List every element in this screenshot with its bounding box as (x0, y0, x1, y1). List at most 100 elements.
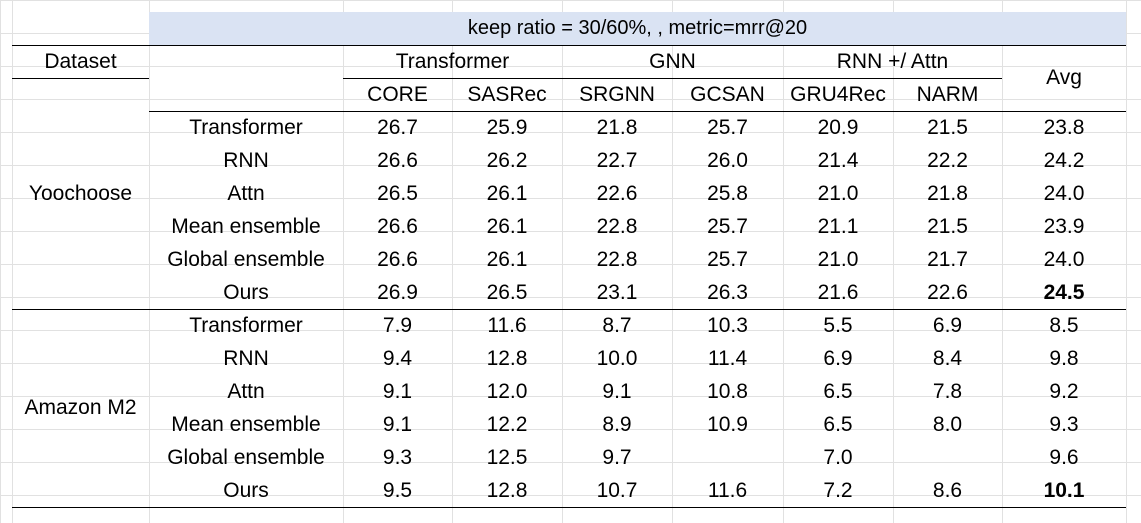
value-cell[interactable]: 9.1 (602, 379, 632, 403)
value-cell[interactable]: 5.5 (823, 313, 853, 337)
group-header-transformer[interactable]: Transformer (395, 49, 510, 73)
method-label[interactable]: RNN (223, 346, 269, 370)
value-cell[interactable]: 21.4 (817, 148, 859, 172)
value-cell[interactable]: 21.7 (927, 247, 968, 271)
value-cell[interactable]: 26.3 (707, 280, 748, 304)
value-cell[interactable]: 9.5 (382, 478, 413, 502)
method-label[interactable]: Mean ensemble (171, 214, 321, 238)
method-label[interactable]: Transformer (189, 115, 303, 139)
value-cell[interactable]: 6.9 (932, 313, 963, 337)
value-cell[interactable]: 26.6 (377, 214, 418, 238)
value-cell[interactable]: 7.2 (823, 478, 853, 502)
method-label[interactable]: Ours (223, 478, 269, 502)
value-cell[interactable]: 10.0 (596, 346, 638, 370)
value-cell[interactable]: 22.2 (927, 148, 968, 172)
method-label[interactable]: Attn (227, 181, 265, 205)
avg-cell[interactable]: 8.5 (1049, 313, 1079, 337)
dataset-name[interactable]: Amazon M2 (24, 396, 137, 419)
value-cell[interactable]: 22.6 (596, 181, 638, 205)
value-cell[interactable]: 25.9 (486, 115, 528, 139)
value-cell[interactable]: 11.6 (487, 313, 527, 337)
value-cell[interactable]: 26.1 (486, 247, 528, 271)
avg-cell[interactable]: 24.2 (1043, 148, 1085, 172)
avg-cell[interactable]: 9.2 (1049, 379, 1079, 403)
value-cell[interactable] (893, 441, 1002, 474)
method-label[interactable]: Global ensemble (167, 445, 325, 469)
value-cell[interactable]: 12.8 (486, 478, 528, 502)
model-header[interactable]: SASRec (467, 82, 547, 106)
value-cell[interactable]: 22.8 (596, 214, 638, 238)
method-label[interactable]: Mean ensemble (171, 412, 321, 436)
table-title[interactable]: keep ratio = 30/60%, , metric=mrr@20 (149, 12, 1126, 45)
value-cell[interactable]: 21.1 (817, 214, 859, 238)
value-cell[interactable]: 6.9 (823, 346, 853, 370)
value-cell[interactable]: 8.6 (932, 478, 963, 502)
value-cell[interactable]: 8.4 (932, 346, 963, 370)
value-cell[interactable]: 11.6 (707, 478, 748, 502)
value-cell[interactable]: 26.5 (486, 280, 528, 304)
avg-cell[interactable]: 10.1 (1043, 478, 1085, 502)
value-cell[interactable]: 26.1 (486, 181, 528, 205)
value-cell[interactable]: 26.6 (377, 247, 418, 271)
value-cell[interactable]: 26.1 (486, 214, 528, 238)
value-cell[interactable]: 21.0 (817, 181, 859, 205)
model-header[interactable]: GCSAN (690, 82, 765, 106)
value-cell[interactable]: 12.0 (486, 379, 528, 403)
value-cell[interactable]: 21.5 (927, 115, 968, 139)
value-cell[interactable]: 22.6 (927, 280, 968, 304)
value-cell[interactable]: 10.9 (707, 412, 748, 436)
avg-cell[interactable]: 24.5 (1043, 280, 1085, 304)
value-cell[interactable]: 9.1 (382, 412, 413, 436)
value-cell[interactable]: 25.8 (707, 181, 748, 205)
value-cell[interactable]: 21.0 (817, 247, 859, 271)
method-label[interactable]: Attn (227, 379, 265, 403)
value-cell[interactable]: 26.2 (486, 148, 528, 172)
value-cell[interactable]: 9.7 (602, 445, 632, 469)
value-cell[interactable]: 12.5 (486, 445, 528, 469)
value-cell[interactable]: 8.9 (602, 412, 632, 436)
value-cell[interactable]: 26.5 (377, 181, 418, 205)
dataset-name[interactable]: Yoochoose (28, 181, 133, 205)
avg-cell[interactable]: 24.0 (1043, 247, 1085, 271)
value-cell[interactable]: 25.7 (707, 115, 748, 139)
group-header-gnn[interactable]: GNN (649, 49, 696, 73)
model-header[interactable]: SRGNN (579, 82, 655, 106)
value-cell[interactable]: 6.5 (823, 379, 853, 403)
method-label[interactable]: Ours (223, 280, 269, 304)
model-header[interactable]: CORE (367, 82, 428, 106)
value-cell[interactable]: 9.3 (382, 445, 413, 469)
value-cell[interactable]: 10.7 (596, 478, 638, 502)
avg-cell[interactable]: 9.3 (1049, 412, 1079, 436)
value-cell[interactable]: 26.0 (707, 148, 748, 172)
value-cell[interactable]: 7.8 (932, 379, 963, 403)
avg-cell[interactable]: 24.0 (1043, 181, 1085, 205)
value-cell[interactable]: 21.6 (817, 280, 859, 304)
value-cell[interactable] (672, 441, 783, 474)
avg-header[interactable]: Avg (1046, 66, 1082, 89)
value-cell[interactable]: 21.5 (927, 214, 968, 238)
avg-cell[interactable]: 9.6 (1049, 445, 1079, 469)
value-cell[interactable]: 10.3 (707, 313, 748, 337)
value-cell[interactable]: 12.2 (486, 412, 528, 436)
value-cell[interactable]: 21.8 (596, 115, 638, 139)
method-label[interactable]: RNN (223, 148, 269, 172)
value-cell[interactable]: 10.8 (707, 379, 748, 403)
value-cell[interactable]: 25.7 (707, 247, 748, 271)
value-cell[interactable]: 11.4 (707, 346, 748, 370)
value-cell[interactable]: 8.0 (932, 412, 963, 436)
value-cell[interactable]: 25.7 (707, 214, 748, 238)
value-cell[interactable]: 22.8 (596, 247, 638, 271)
value-cell[interactable]: 21.8 (927, 181, 968, 205)
method-label[interactable]: Global ensemble (167, 247, 325, 271)
value-cell[interactable]: 7.0 (823, 445, 853, 469)
avg-cell[interactable]: 9.8 (1049, 346, 1079, 370)
value-cell[interactable]: 20.9 (817, 115, 859, 139)
method-label[interactable]: Transformer (189, 313, 303, 337)
dataset-header[interactable]: Dataset (44, 49, 117, 73)
value-cell[interactable]: 6.5 (823, 412, 853, 436)
model-header[interactable]: NARM (916, 82, 979, 106)
model-header[interactable]: GRU4Rec (790, 82, 886, 106)
value-cell[interactable]: 26.6 (377, 148, 418, 172)
value-cell[interactable]: 26.7 (377, 115, 418, 139)
avg-cell[interactable]: 23.9 (1043, 214, 1085, 238)
